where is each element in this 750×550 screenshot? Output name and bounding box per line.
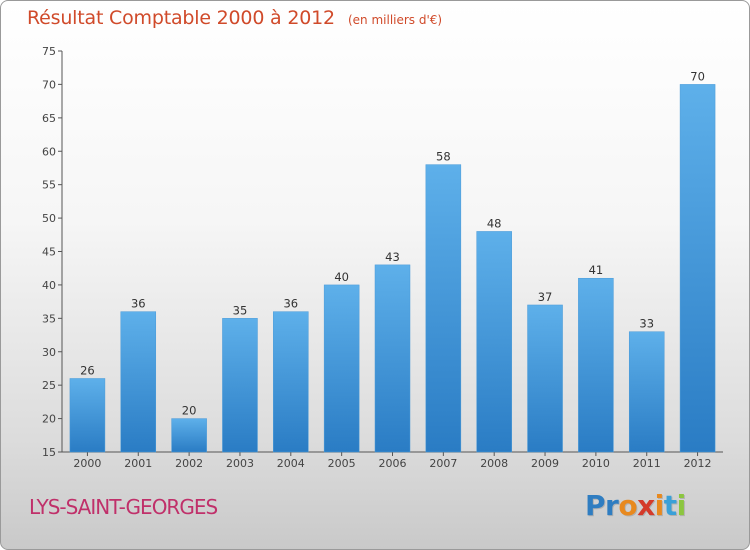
x-tick-label-2011: 2011 bbox=[633, 457, 661, 470]
y-tick-label: 45 bbox=[42, 246, 56, 259]
y-tick-label: 30 bbox=[42, 346, 56, 359]
x-tick-label-2012: 2012 bbox=[684, 457, 712, 470]
bar-2006 bbox=[374, 264, 411, 453]
y-tick-label: 25 bbox=[42, 379, 56, 392]
bar-2012 bbox=[679, 84, 716, 453]
logo-letter: i bbox=[676, 489, 687, 522]
bar-2011 bbox=[628, 331, 665, 453]
bar-2008 bbox=[476, 231, 512, 453]
logo-letter: r bbox=[605, 489, 619, 522]
bar-2002 bbox=[171, 418, 207, 453]
data-label-2006: 43 bbox=[385, 250, 400, 264]
data-label-2008: 48 bbox=[487, 216, 502, 230]
bar-2003 bbox=[222, 318, 258, 453]
chart-title: Résultat Comptable 2000 à 2012 bbox=[27, 7, 335, 29]
data-label-2009: 37 bbox=[538, 290, 553, 304]
bar-2010 bbox=[578, 277, 614, 453]
y-tick-label: 75 bbox=[42, 45, 56, 58]
bar-2001 bbox=[120, 311, 157, 453]
data-label-2012: 70 bbox=[690, 69, 705, 83]
data-label-2011: 33 bbox=[639, 317, 654, 331]
x-tick-label-2005: 2005 bbox=[328, 457, 356, 470]
data-label-2004: 36 bbox=[283, 297, 298, 311]
bar-2004 bbox=[273, 311, 309, 453]
x-tick-label-2001: 2001 bbox=[124, 457, 152, 470]
x-tick-label-2003: 2003 bbox=[226, 457, 254, 470]
x-tick-label-2007: 2007 bbox=[429, 457, 457, 470]
y-tick-label: 55 bbox=[42, 179, 56, 192]
logo-letter: o bbox=[618, 489, 638, 522]
bar-2005 bbox=[323, 284, 360, 453]
y-tick-label: 15 bbox=[42, 446, 56, 459]
x-tick-label-2006: 2006 bbox=[379, 457, 407, 470]
logo-letter: P bbox=[585, 489, 606, 522]
bars bbox=[69, 84, 716, 453]
x-tick-label-2004: 2004 bbox=[277, 457, 305, 470]
y-tick-label: 65 bbox=[42, 112, 56, 125]
data-label-2001: 36 bbox=[131, 297, 146, 311]
data-label-2002: 20 bbox=[182, 404, 197, 418]
y-tick-label: 35 bbox=[42, 312, 56, 325]
title-row: Résultat Comptable 2000 à 2012 (en milli… bbox=[27, 7, 442, 29]
y-tick-label: 40 bbox=[42, 279, 56, 292]
y-tick-label: 70 bbox=[42, 78, 56, 91]
y-tick-label: 20 bbox=[42, 413, 56, 426]
bar-2009 bbox=[527, 304, 563, 453]
data-label-2000: 26 bbox=[80, 363, 95, 377]
city-name: LYS-SAINT-GEORGES bbox=[29, 495, 218, 519]
x-tick-label-2002: 2002 bbox=[175, 457, 203, 470]
logo-letter: x bbox=[637, 489, 655, 522]
logo-letter: t bbox=[663, 489, 677, 522]
x-tick-label-2008: 2008 bbox=[480, 457, 508, 470]
logo-letter: i bbox=[654, 489, 665, 522]
proxiti-logo[interactable]: Proxiti bbox=[585, 489, 686, 522]
y-tick-label: 60 bbox=[42, 145, 56, 158]
y-tick-label: 50 bbox=[42, 212, 56, 225]
x-tick-label-2000: 2000 bbox=[73, 457, 101, 470]
bar-2007 bbox=[425, 164, 462, 453]
x-tick-label-2009: 2009 bbox=[531, 457, 559, 470]
bar-2000 bbox=[69, 378, 106, 453]
data-label-2010: 41 bbox=[589, 263, 604, 277]
data-label-2003: 35 bbox=[233, 303, 248, 317]
data-label-2005: 40 bbox=[334, 270, 349, 284]
chart-subtitle: (en milliers d'€) bbox=[347, 13, 443, 27]
data-label-2007: 58 bbox=[436, 150, 451, 164]
labels: 15 20 25 30 35 40 45 50 55 60 65 70 75 26 2000 36 2001 20… bbox=[42, 45, 712, 470]
x-tick-label-2010: 2010 bbox=[582, 457, 610, 470]
